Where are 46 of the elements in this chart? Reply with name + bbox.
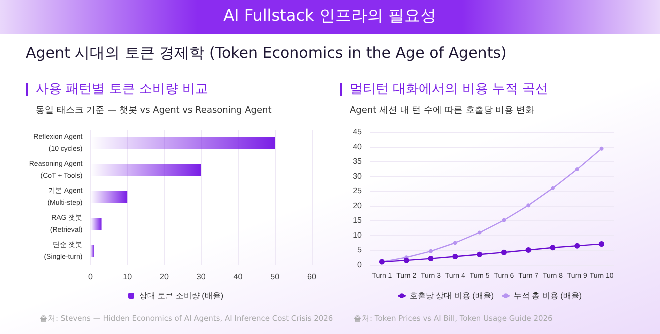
y-tick-label: 20 bbox=[353, 201, 363, 210]
x-tick-label: 30 bbox=[196, 272, 206, 282]
y-tick-label: 0 bbox=[358, 260, 363, 270]
legend-label: 누적 총 비용 (배율) bbox=[514, 292, 582, 300]
point bbox=[478, 230, 482, 235]
y-tick-label: 5 bbox=[358, 246, 363, 255]
y-tick-label: 40 bbox=[353, 142, 363, 152]
x-tick-label: 50 bbox=[270, 272, 280, 282]
chart-subtitle: 동일 태스크 기준 — 챗봇 vs Agent vs Reasoning Agent bbox=[36, 105, 272, 117]
point bbox=[501, 250, 507, 256]
x-tick-label: 40 bbox=[234, 272, 244, 282]
y-tick-label: 15 bbox=[353, 216, 363, 226]
point bbox=[574, 243, 580, 249]
point bbox=[550, 245, 556, 251]
text: Agent 시대의 토큰 경제학 (Token Economics in the Age of Agents) bbox=[26, 44, 507, 63]
chart-title: 멀티턴 대화에서의 비용 누적 곡선 bbox=[350, 81, 549, 98]
chart-title: 사용 패턴별 토큰 소비량 비교 bbox=[36, 81, 209, 98]
bar bbox=[90, 246, 94, 258]
point bbox=[526, 247, 532, 253]
x-tick-label: 20 bbox=[160, 272, 170, 282]
point bbox=[429, 249, 433, 254]
point bbox=[599, 242, 605, 248]
point bbox=[404, 258, 410, 264]
y-tick-label: 25 bbox=[353, 186, 363, 196]
point bbox=[600, 146, 604, 151]
y-tick-label: 45 bbox=[353, 128, 363, 136]
bar bbox=[90, 218, 102, 230]
text: AI Fullstack 인프라의 필요성 bbox=[222, 6, 438, 27]
y-tick-label: 30 bbox=[353, 172, 363, 181]
bar bbox=[90, 192, 128, 204]
x-tick-label: 0 bbox=[88, 272, 94, 282]
chart-subtitle: Agent 세션 내 턴 수에 따른 호출당 비용 변화 bbox=[350, 105, 535, 117]
point bbox=[551, 186, 555, 190]
point bbox=[477, 252, 483, 258]
point bbox=[502, 218, 506, 222]
y-tick-label: 35 bbox=[353, 157, 363, 166]
point bbox=[428, 256, 434, 262]
y-tick-label: 10 bbox=[353, 230, 363, 240]
point bbox=[452, 254, 458, 260]
legend-label: 호출당 상대 비용 (배율) bbox=[410, 292, 494, 300]
point bbox=[526, 204, 531, 208]
legend-label: 상대 토큰 소비량 (배율) bbox=[140, 292, 224, 300]
point bbox=[453, 241, 458, 246]
x-tick-label: 60 bbox=[308, 272, 317, 282]
x-tick-label: 10 bbox=[123, 272, 133, 282]
point bbox=[575, 168, 580, 172]
